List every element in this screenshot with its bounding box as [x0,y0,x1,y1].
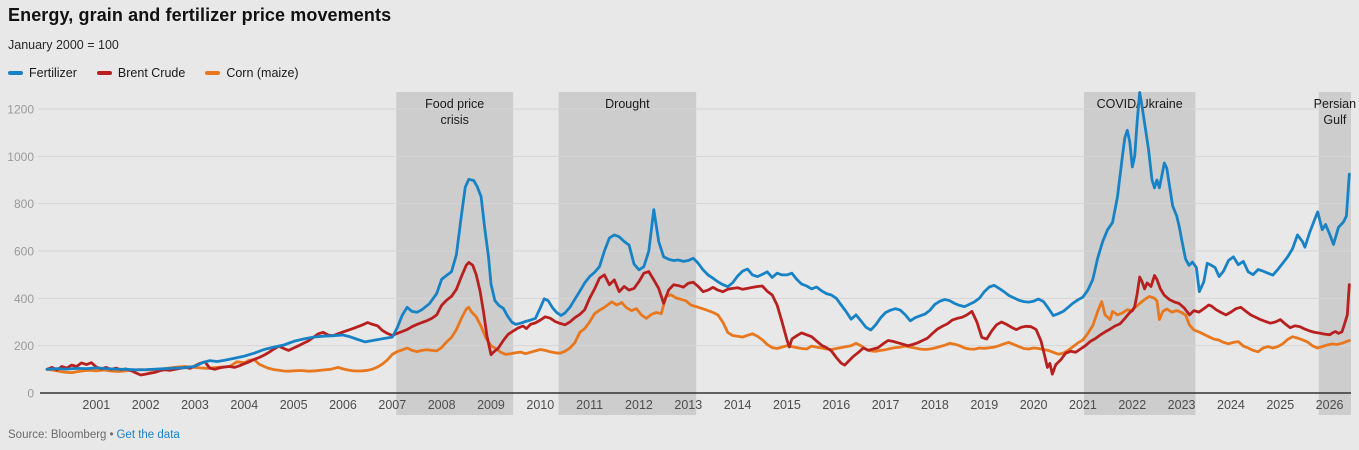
x-axis-label: 2001 [82,398,110,412]
y-axis-label: 1000 [7,150,34,164]
x-axis-label: 2013 [674,398,702,412]
page-title: Energy, grain and fertilizer price movem… [8,5,392,25]
x-axis-label: 2021 [1069,398,1097,412]
x-axis-label: 2015 [773,398,801,412]
x-axis-label: 2005 [280,398,308,412]
legend-label-corn: Corn (maize) [226,66,299,80]
band-label: Drought [605,97,650,111]
get-the-data-link[interactable]: Get the data [116,429,180,441]
y-axis-label: 600 [14,245,34,259]
x-axis-label: 2009 [477,398,505,412]
x-axis-label: 2026 [1316,398,1344,412]
series-line-corn [45,293,1351,375]
chart-subtitle: January 2000 = 100 [8,38,119,52]
y-axis-label: 200 [14,339,34,353]
x-axis-label: 2022 [1118,398,1146,412]
x-axis-label: 2018 [921,398,949,412]
x-axis-label: 2007 [378,398,406,412]
x-axis-label: 2011 [576,398,603,412]
corn-line-swatch [205,71,221,75]
highlight-band [1318,92,1351,415]
highlight-band [558,92,697,415]
legend-item-corn: Corn (maize) [205,66,299,80]
y-axis-label: 800 [14,197,34,211]
x-axis-label: 2019 [970,398,998,412]
x-axis-label: 2016 [822,398,850,412]
legend-item-brent-crude: Brent Crude [96,66,186,80]
band-label: Gulf [1323,113,1346,127]
x-axis-label: 2010 [526,398,554,412]
y-axis-label: 400 [14,292,34,306]
legend-label-fertilizer: Fertilizer [29,66,77,80]
x-axis-label: 2025 [1266,398,1294,412]
band-label: crisis [440,113,468,127]
legend-label-brent-crude: Brent Crude [117,66,186,80]
source-text: Source: Bloomberg [8,429,107,441]
band-label: Persian [1314,97,1356,111]
x-axis-label: 2006 [329,398,357,412]
x-axis-label: 2017 [872,398,900,412]
highlight-band [396,92,514,415]
fertilizer-line-swatch [8,71,23,75]
legend-item-fertilizer: Fertilizer [8,66,77,80]
series-line-fertilizer [45,91,1351,372]
x-axis-label: 2020 [1020,398,1048,412]
highlight-band [1083,92,1196,415]
y-axis-label: 1200 [7,103,34,117]
x-axis-label: 2003 [181,398,209,412]
source-separator: • [109,429,114,441]
band-label: Food price [425,97,484,111]
y-axis-label: 0 [27,387,34,401]
legend: Fertilizer Brent Crude Corn (maize) [8,66,299,80]
x-axis-label: 2008 [428,398,456,412]
x-axis-label: 2012 [625,398,653,412]
x-axis-label: 2023 [1168,398,1196,412]
x-axis-label: 2004 [230,398,258,412]
source-line: Source: Bloomberg • Get the data [8,429,180,441]
x-axis-label: 2024 [1217,398,1245,412]
brent-crude-line-swatch [96,71,112,75]
x-axis-label: 2002 [132,398,160,412]
x-axis-label: 2014 [724,398,752,412]
